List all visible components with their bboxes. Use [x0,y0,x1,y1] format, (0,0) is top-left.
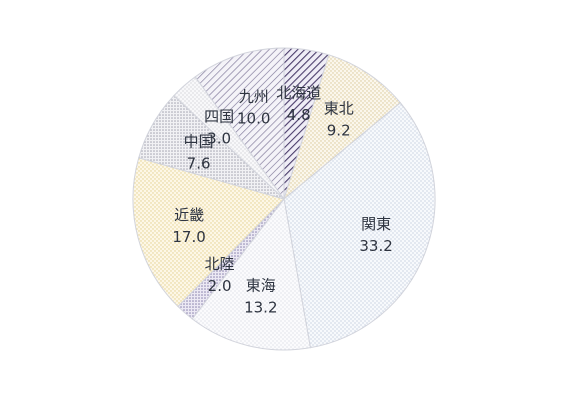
slice-label: 北陸 [205,255,235,273]
pie-slice [132,157,285,308]
slice-label: 九州 [239,88,269,106]
slice-value: 10.0 [237,110,270,128]
slice-label: 東海 [246,276,276,294]
slice-label: 北海道 [276,84,321,102]
pie-slice [283,54,402,201]
slice-label: 近畿 [174,206,204,224]
pie-labels: 北海道 4.8 東北 9.2 関東 33.2 東海 13.2 北陸 2.0 近畿 17.0 中国 7.6 四… [172,84,392,316]
slice-label: 関東 [361,215,391,233]
slice-value: 2.0 [208,277,232,295]
pie-slice [283,102,436,349]
slice-label: 中国 [184,133,214,151]
slice-value: 17.0 [172,228,205,246]
slice-value: 7.6 [187,155,211,173]
slice-label: 四国 [204,107,234,125]
slice-value: 9.2 [327,122,351,140]
slice-label: 東北 [324,100,354,118]
pie-slices [132,47,436,351]
slice-value: 3.0 [207,129,231,147]
slice-value: 4.8 [287,106,311,124]
slice-value: 13.2 [244,298,277,316]
slice-value: 33.2 [359,237,392,255]
pie-slice [191,197,312,351]
pie-slice [194,47,285,201]
